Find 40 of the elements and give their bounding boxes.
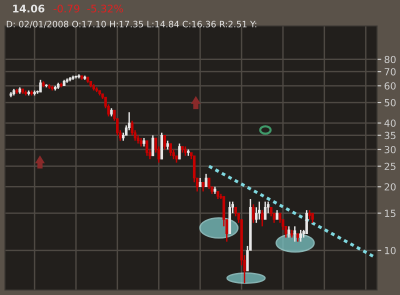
y-tick-label: 35 [384,132,396,140]
candlestick [308,209,311,220]
candlestick [169,142,172,157]
candlestick [146,140,148,157]
candlestick [299,229,302,242]
candlestick [305,209,308,234]
candlestick [293,226,296,242]
candlestick [202,182,204,192]
y-tick-label: 30 [384,146,396,154]
candlestick [258,200,261,220]
y-tick-label: 80 [384,56,396,64]
candlestick [278,212,282,224]
candlestick [234,206,237,217]
candlestick [264,200,267,220]
candlestick [192,155,196,183]
candlestick [270,206,272,217]
chart-subtitle: D: 02/01/2008 O:17.10 H:17.35 L:14.84 C:16.36 R:2.51 Y: [6,20,256,28]
candlestick [252,204,255,224]
candlestick [204,173,208,188]
candlestick [184,146,187,157]
candlestick [39,79,42,93]
candlestick [160,132,164,160]
candlestick [163,134,166,150]
y-tick-label: 40 [384,120,396,127]
chart-title: 14.06 [13,4,44,12]
candlestick [152,134,154,157]
y-tick-label: 20 [384,183,396,191]
y-tick-label: 70 [384,68,396,76]
candlestick [276,209,278,220]
candlestick [260,209,264,228]
y-tick-label: 60 [384,82,396,90]
candlestick [311,212,314,224]
y-tick-label: 50 [384,99,396,106]
y-tick-label: 10 [385,246,396,254]
y-tick-label: 15 [385,210,396,217]
y-tick-label: 25 [384,162,396,170]
text: -0.79 -5.32% [54,4,123,12]
candlestick [208,177,210,190]
candlestick [288,226,290,238]
candlestick [178,142,181,160]
